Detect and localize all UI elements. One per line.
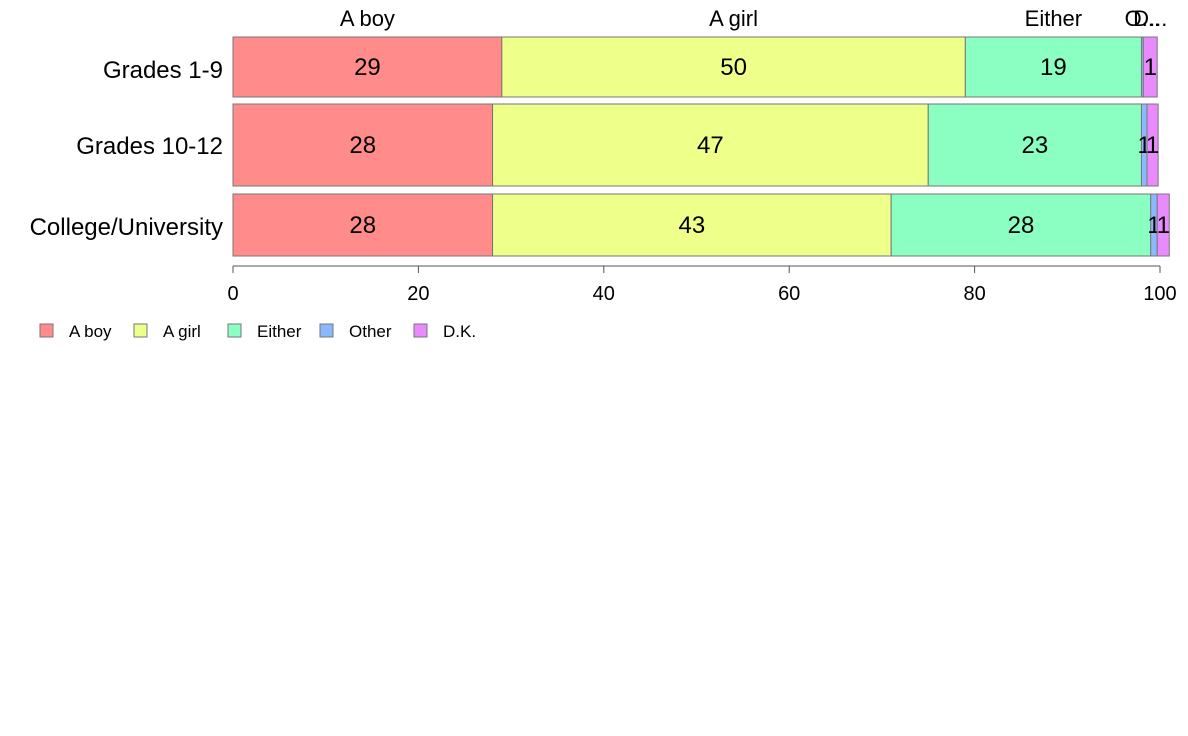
data-label: 1 — [1157, 212, 1170, 239]
data-label: 47 — [697, 132, 724, 159]
bar-segment — [232, 193, 494, 257]
x-tick-label: 80 — [963, 283, 985, 305]
bar-segment — [501, 36, 966, 98]
data-label: 28 — [349, 132, 376, 159]
bar-segment — [232, 36, 503, 98]
legend-entry: A boy — [69, 322, 112, 341]
x-tick-label: 100 — [1143, 283, 1176, 305]
x-tick-label: 0 — [227, 283, 238, 305]
category-label: College/University — [30, 214, 223, 241]
segment-top-label: O... — [1125, 6, 1160, 31]
legend-entry: Either — [257, 322, 302, 341]
data-label: 1 — [1146, 132, 1159, 159]
legend-swatch — [413, 323, 428, 338]
legend-swatch — [39, 323, 54, 338]
x-tick-label: 60 — [778, 283, 800, 305]
legend-entry: A girl — [163, 322, 201, 341]
category-label: Grades 1-9 — [103, 57, 223, 84]
bar-segment — [492, 193, 892, 257]
legend-swatch — [133, 323, 148, 338]
legend-swatch — [227, 323, 242, 338]
bars-layer: Grades 1-9 29 50 19 1 Grades 10-12 28 47 23 1 1 Col… — [30, 6, 1170, 257]
data-label: 23 — [1022, 132, 1049, 159]
data-label: 19 — [1040, 54, 1067, 81]
data-label: 29 — [354, 54, 381, 81]
segment-top-label: Either — [1025, 6, 1082, 31]
data-label: 1 — [1144, 54, 1157, 81]
bar-segment — [964, 36, 1142, 98]
legend-entry: Other — [349, 322, 392, 341]
data-label: 50 — [720, 54, 747, 81]
x-tick-label: 20 — [407, 283, 429, 305]
legend: A boy A girl Either Other D.K. — [39, 322, 476, 341]
bar-segment — [232, 103, 494, 187]
segment-top-label: A girl — [709, 6, 758, 31]
bar-segment — [1156, 193, 1170, 257]
data-label: 28 — [349, 212, 376, 239]
legend-swatch — [319, 323, 334, 338]
segment-top-label: A boy — [340, 6, 395, 31]
data-label: 43 — [679, 212, 706, 239]
bar-segment — [927, 103, 1142, 187]
legend-entry: D.K. — [443, 322, 476, 341]
bar-segment — [1146, 103, 1159, 187]
segment-top-label: D... — [1133, 6, 1167, 31]
x-axis: 0 20 40 60 80 100 — [227, 265, 1177, 305]
data-label: 28 — [1008, 212, 1035, 239]
bar-segment — [890, 193, 1152, 257]
bar-segment — [1142, 36, 1158, 98]
category-label: Grades 10-12 — [76, 133, 223, 160]
x-tick-label: 40 — [593, 283, 615, 305]
bar-segment — [492, 103, 929, 187]
